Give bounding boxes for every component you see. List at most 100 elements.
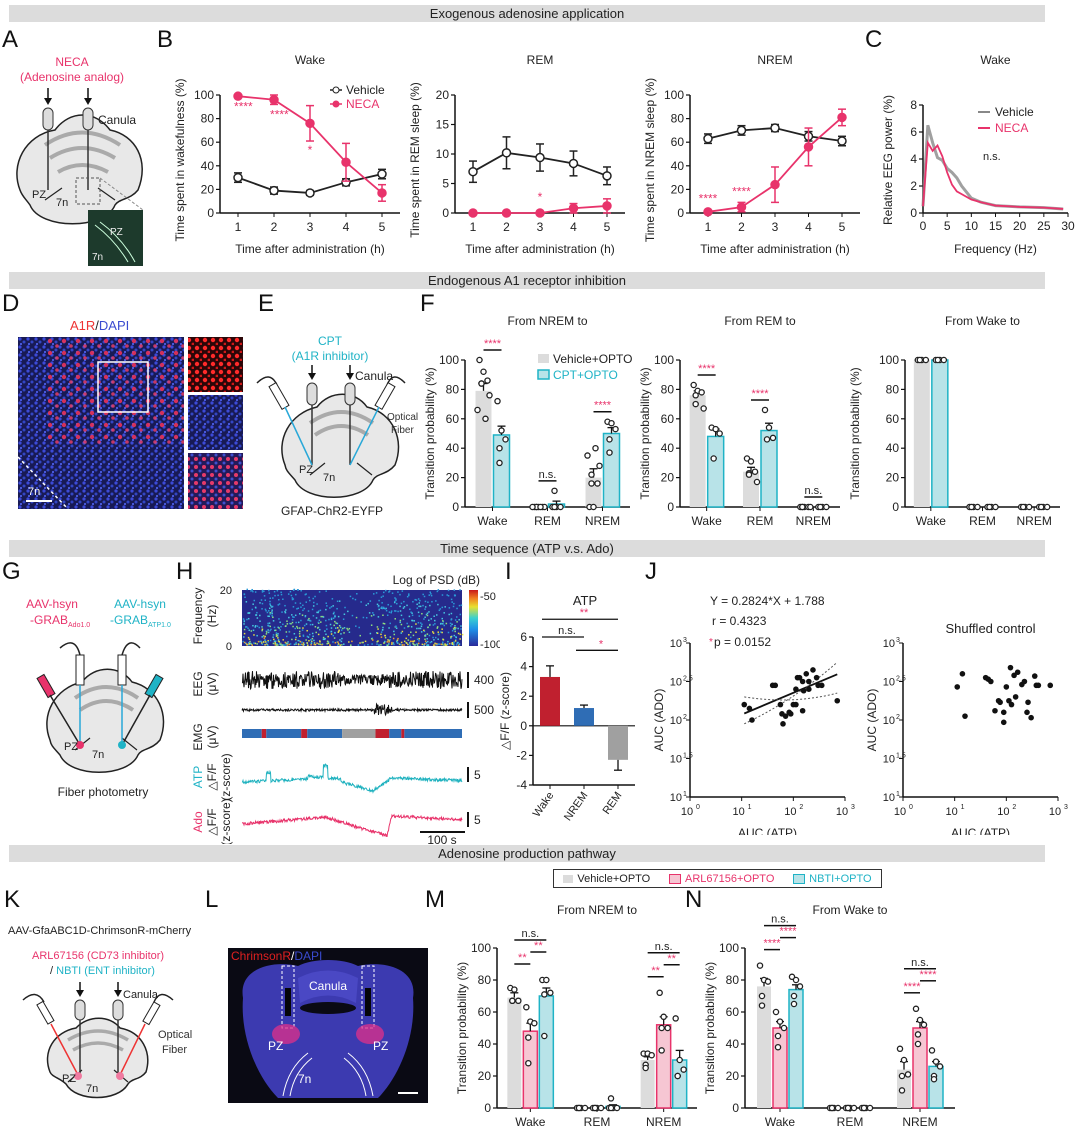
panel-label-m: M xyxy=(425,886,445,913)
data-point xyxy=(1024,709,1030,716)
regression-equation: Y = 0.2824*X + 1.788 xyxy=(710,594,825,608)
spectrogram-pixel xyxy=(279,643,282,646)
spectrogram-pixel xyxy=(325,608,327,611)
spectrogram-pixel xyxy=(460,628,462,630)
spectrogram-pixel xyxy=(339,644,341,646)
spectrogram-pixel xyxy=(410,611,412,613)
spectrogram-pixel xyxy=(434,642,436,645)
spectrogram-pixel xyxy=(269,639,272,642)
chart-title: Wake xyxy=(980,53,1011,67)
spectrogram-pixel xyxy=(437,643,440,645)
spectrogram-pixel xyxy=(434,619,436,622)
spectrogram-pixel xyxy=(307,636,310,638)
spectrogram-pixel xyxy=(388,590,391,592)
spectrogram-pixel xyxy=(330,618,333,621)
spectrogram-pixel xyxy=(298,630,301,633)
data-point xyxy=(758,1002,766,1009)
spectrogram-pixel xyxy=(380,636,383,638)
spectrogram-pixel xyxy=(365,604,368,607)
spectrogram-pixel xyxy=(409,644,411,646)
data-point xyxy=(962,713,968,719)
spectrogram-pixel xyxy=(259,620,261,622)
panel-k-virus: AAV-GfaABC1D-ChrimsonR-mCherry xyxy=(8,925,192,937)
spectrogram-pixel xyxy=(302,627,304,629)
spectrogram-pixel xyxy=(348,631,351,633)
data-point xyxy=(594,480,601,487)
panel-label-f: F xyxy=(420,290,435,317)
spectrogram-pixel xyxy=(252,629,255,632)
legend-item-nbti: NBTI+OPTO xyxy=(793,873,872,885)
significance-label: ** xyxy=(534,940,543,952)
data-point xyxy=(588,480,595,487)
spectrogram-pixel xyxy=(442,623,444,625)
spectrogram-pixel xyxy=(326,642,328,645)
spectrogram-pixel xyxy=(393,610,396,612)
spectrogram-pixel xyxy=(298,640,301,642)
data-point xyxy=(1025,699,1031,706)
spectrogram-pixel xyxy=(271,615,273,617)
spectrogram-pixel xyxy=(414,598,416,601)
spectrogram-pixel xyxy=(389,622,391,625)
data-point xyxy=(787,711,794,717)
x-tick-label: NREM xyxy=(646,1115,681,1129)
spectrogram-pixel xyxy=(383,641,386,644)
spectrogram-pixel xyxy=(423,630,426,633)
spectrogram-pixel xyxy=(310,642,313,645)
spectrogram-pixel xyxy=(384,636,387,639)
data-point xyxy=(912,1005,920,1013)
inset-a1r xyxy=(188,337,243,392)
spectrogram-pixel xyxy=(243,619,246,622)
data-point xyxy=(850,1104,858,1112)
data-point xyxy=(776,1018,784,1025)
x-axis-label: Frequency (Hz) xyxy=(954,242,1037,256)
spectrogram-pixel xyxy=(250,643,253,646)
chart-title: From Wake to xyxy=(945,314,1020,328)
y-axis-label: Transition probability (%) xyxy=(423,367,437,499)
y-tick-label: 10 xyxy=(883,677,895,689)
spectrogram-pixel xyxy=(394,625,397,628)
spectrogram-pixel xyxy=(296,627,299,629)
spectrogram-pixel xyxy=(273,590,276,593)
spectrogram-pixel xyxy=(272,616,274,619)
significance-stars: **** xyxy=(270,108,289,122)
spectrogram-pixel xyxy=(268,607,271,610)
spectrogram-pixel xyxy=(451,629,454,632)
spectrogram-pixel xyxy=(448,613,450,616)
spectrogram-pixel xyxy=(376,641,378,643)
spectrogram-pixel xyxy=(334,615,336,618)
data-point xyxy=(712,425,719,433)
spectrogram-pixel xyxy=(242,640,244,643)
spectrogram-pixel xyxy=(413,644,416,646)
y-tick-exp: 1 xyxy=(683,791,687,798)
data-point xyxy=(703,207,713,217)
significance-label: ** xyxy=(667,953,676,965)
spectrogram-pixel xyxy=(325,633,327,636)
spectrogram-pixel xyxy=(432,644,435,646)
spectrogram-pixel xyxy=(280,644,283,646)
spectrogram-pixel xyxy=(454,594,456,597)
spectrogram-pixel xyxy=(319,640,321,642)
spectrogram xyxy=(242,588,464,646)
bar-vehicle-opto xyxy=(913,360,930,507)
spectrogram-pixel xyxy=(293,632,296,635)
spectrogram-pixel xyxy=(267,639,269,642)
spectrogram-pixel xyxy=(406,642,408,644)
spectrogram-pixel xyxy=(390,610,393,612)
panel-e-caption: GFAP-ChR2-EYFP xyxy=(281,504,383,518)
spectrogram-pixel xyxy=(243,593,246,596)
y-tick-label: 0 xyxy=(442,206,449,220)
spectrogram-pixel xyxy=(428,634,431,637)
spectrogram-pixel xyxy=(336,607,338,610)
panel-d-title: A1R/DAPI xyxy=(70,318,129,333)
y-axis-label: Time spent in NREM sleep (%) xyxy=(643,78,657,242)
spectrogram-pixel xyxy=(394,618,396,620)
spectrogram-pixel xyxy=(395,599,397,602)
spectrogram-pixel xyxy=(261,628,264,631)
spectrogram-pixel xyxy=(449,622,452,625)
x-tick-label: 10 xyxy=(997,806,1009,818)
spectrogram-pixel xyxy=(312,597,314,600)
y-tick-label: 20 xyxy=(201,182,215,196)
spectrogram-pixel xyxy=(437,589,440,591)
panel-label-h: H xyxy=(176,558,194,585)
